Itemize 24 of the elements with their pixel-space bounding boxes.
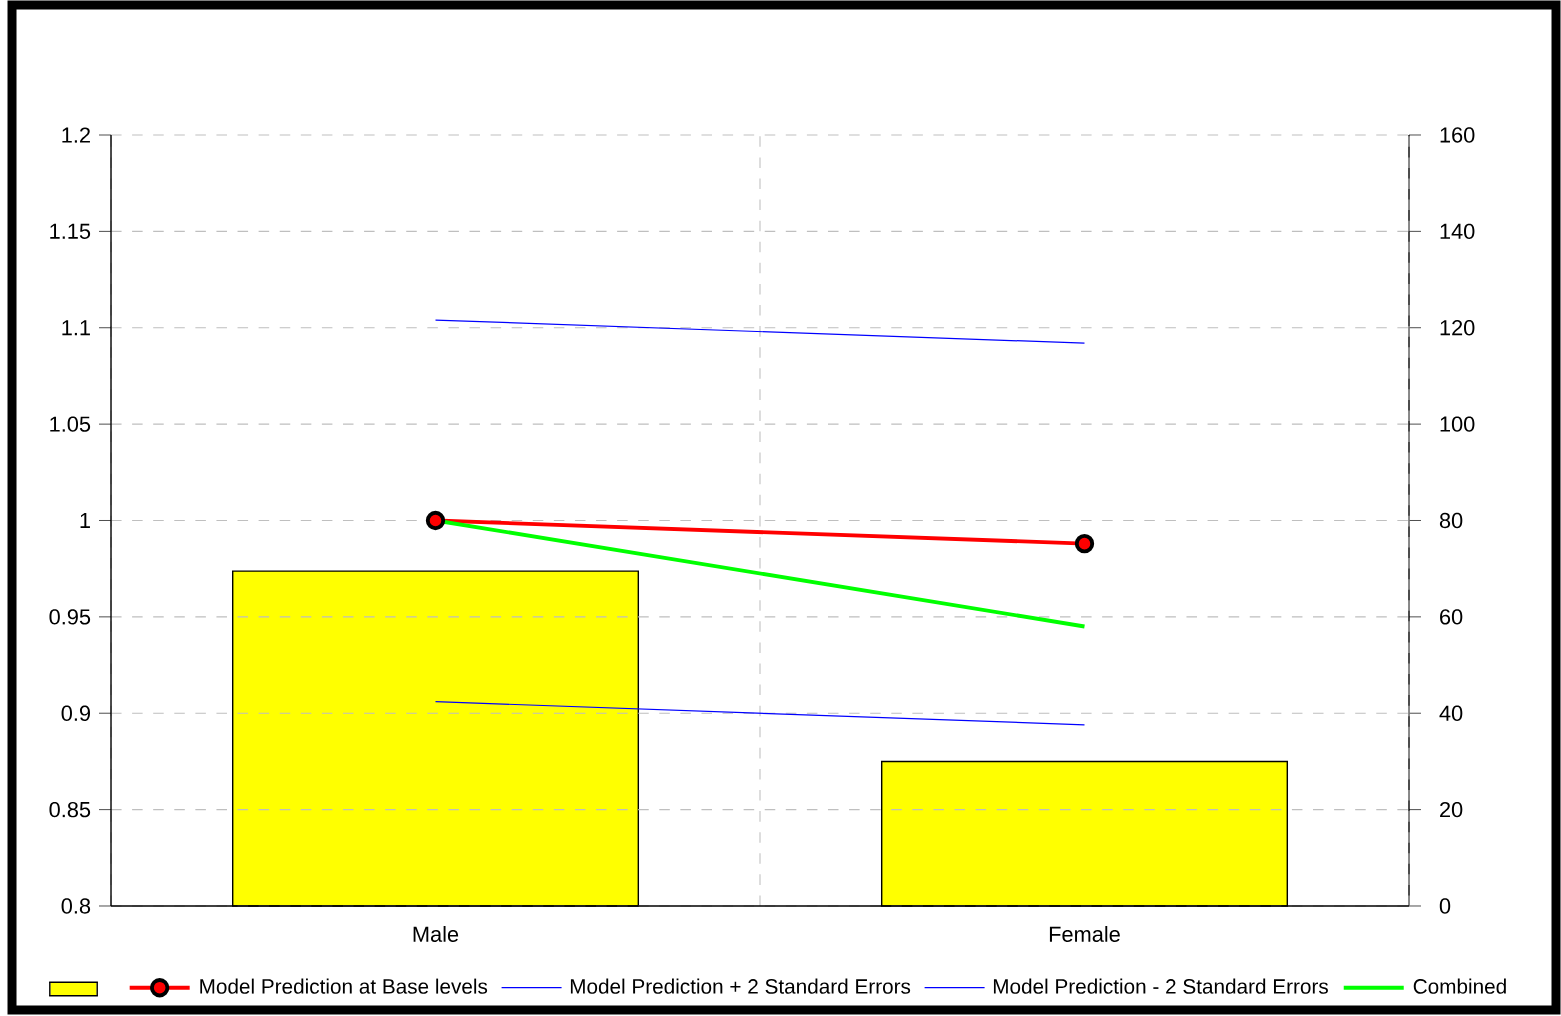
y-tick-label: 0.8	[61, 898, 91, 914]
y-tick-label: 1	[80, 513, 90, 528]
y-tick-label: 0.9	[61, 705, 90, 721]
y2-tick-label: 40	[1439, 705, 1463, 721]
x-tick-label: Male	[413, 925, 459, 942]
y2-tick-label: 80	[1439, 512, 1463, 529]
legend-label: Combined	[1413, 978, 1506, 994]
legend-label: Model Prediction at Base levels	[200, 978, 488, 994]
y2-tick-label: 100	[1440, 416, 1475, 432]
y2-tick-label: 160	[1440, 127, 1475, 143]
x-tick-label: Female	[1049, 925, 1120, 942]
y2-tick-label: 140	[1440, 223, 1475, 240]
y-tick-label: 1.05	[50, 416, 91, 432]
y2-tick-label: 120	[1440, 320, 1475, 336]
y-tick-label: 1.2	[62, 127, 90, 143]
y2-tick-label: 60	[1440, 609, 1463, 625]
y-tick-label: 0.85	[49, 801, 91, 818]
y-tick-label: 1.15	[50, 223, 91, 239]
legend-label: Model Prediction - 2 Standard Errors	[993, 978, 1328, 994]
legend-label: Model Prediction + 2 Standard Errors	[570, 978, 911, 994]
y-tick-label: 0.95	[49, 609, 91, 625]
y-tick-label: 1.1	[62, 320, 90, 336]
y2-tick-label: 20	[1440, 801, 1463, 818]
y2-tick-label: 0	[1439, 898, 1451, 914]
